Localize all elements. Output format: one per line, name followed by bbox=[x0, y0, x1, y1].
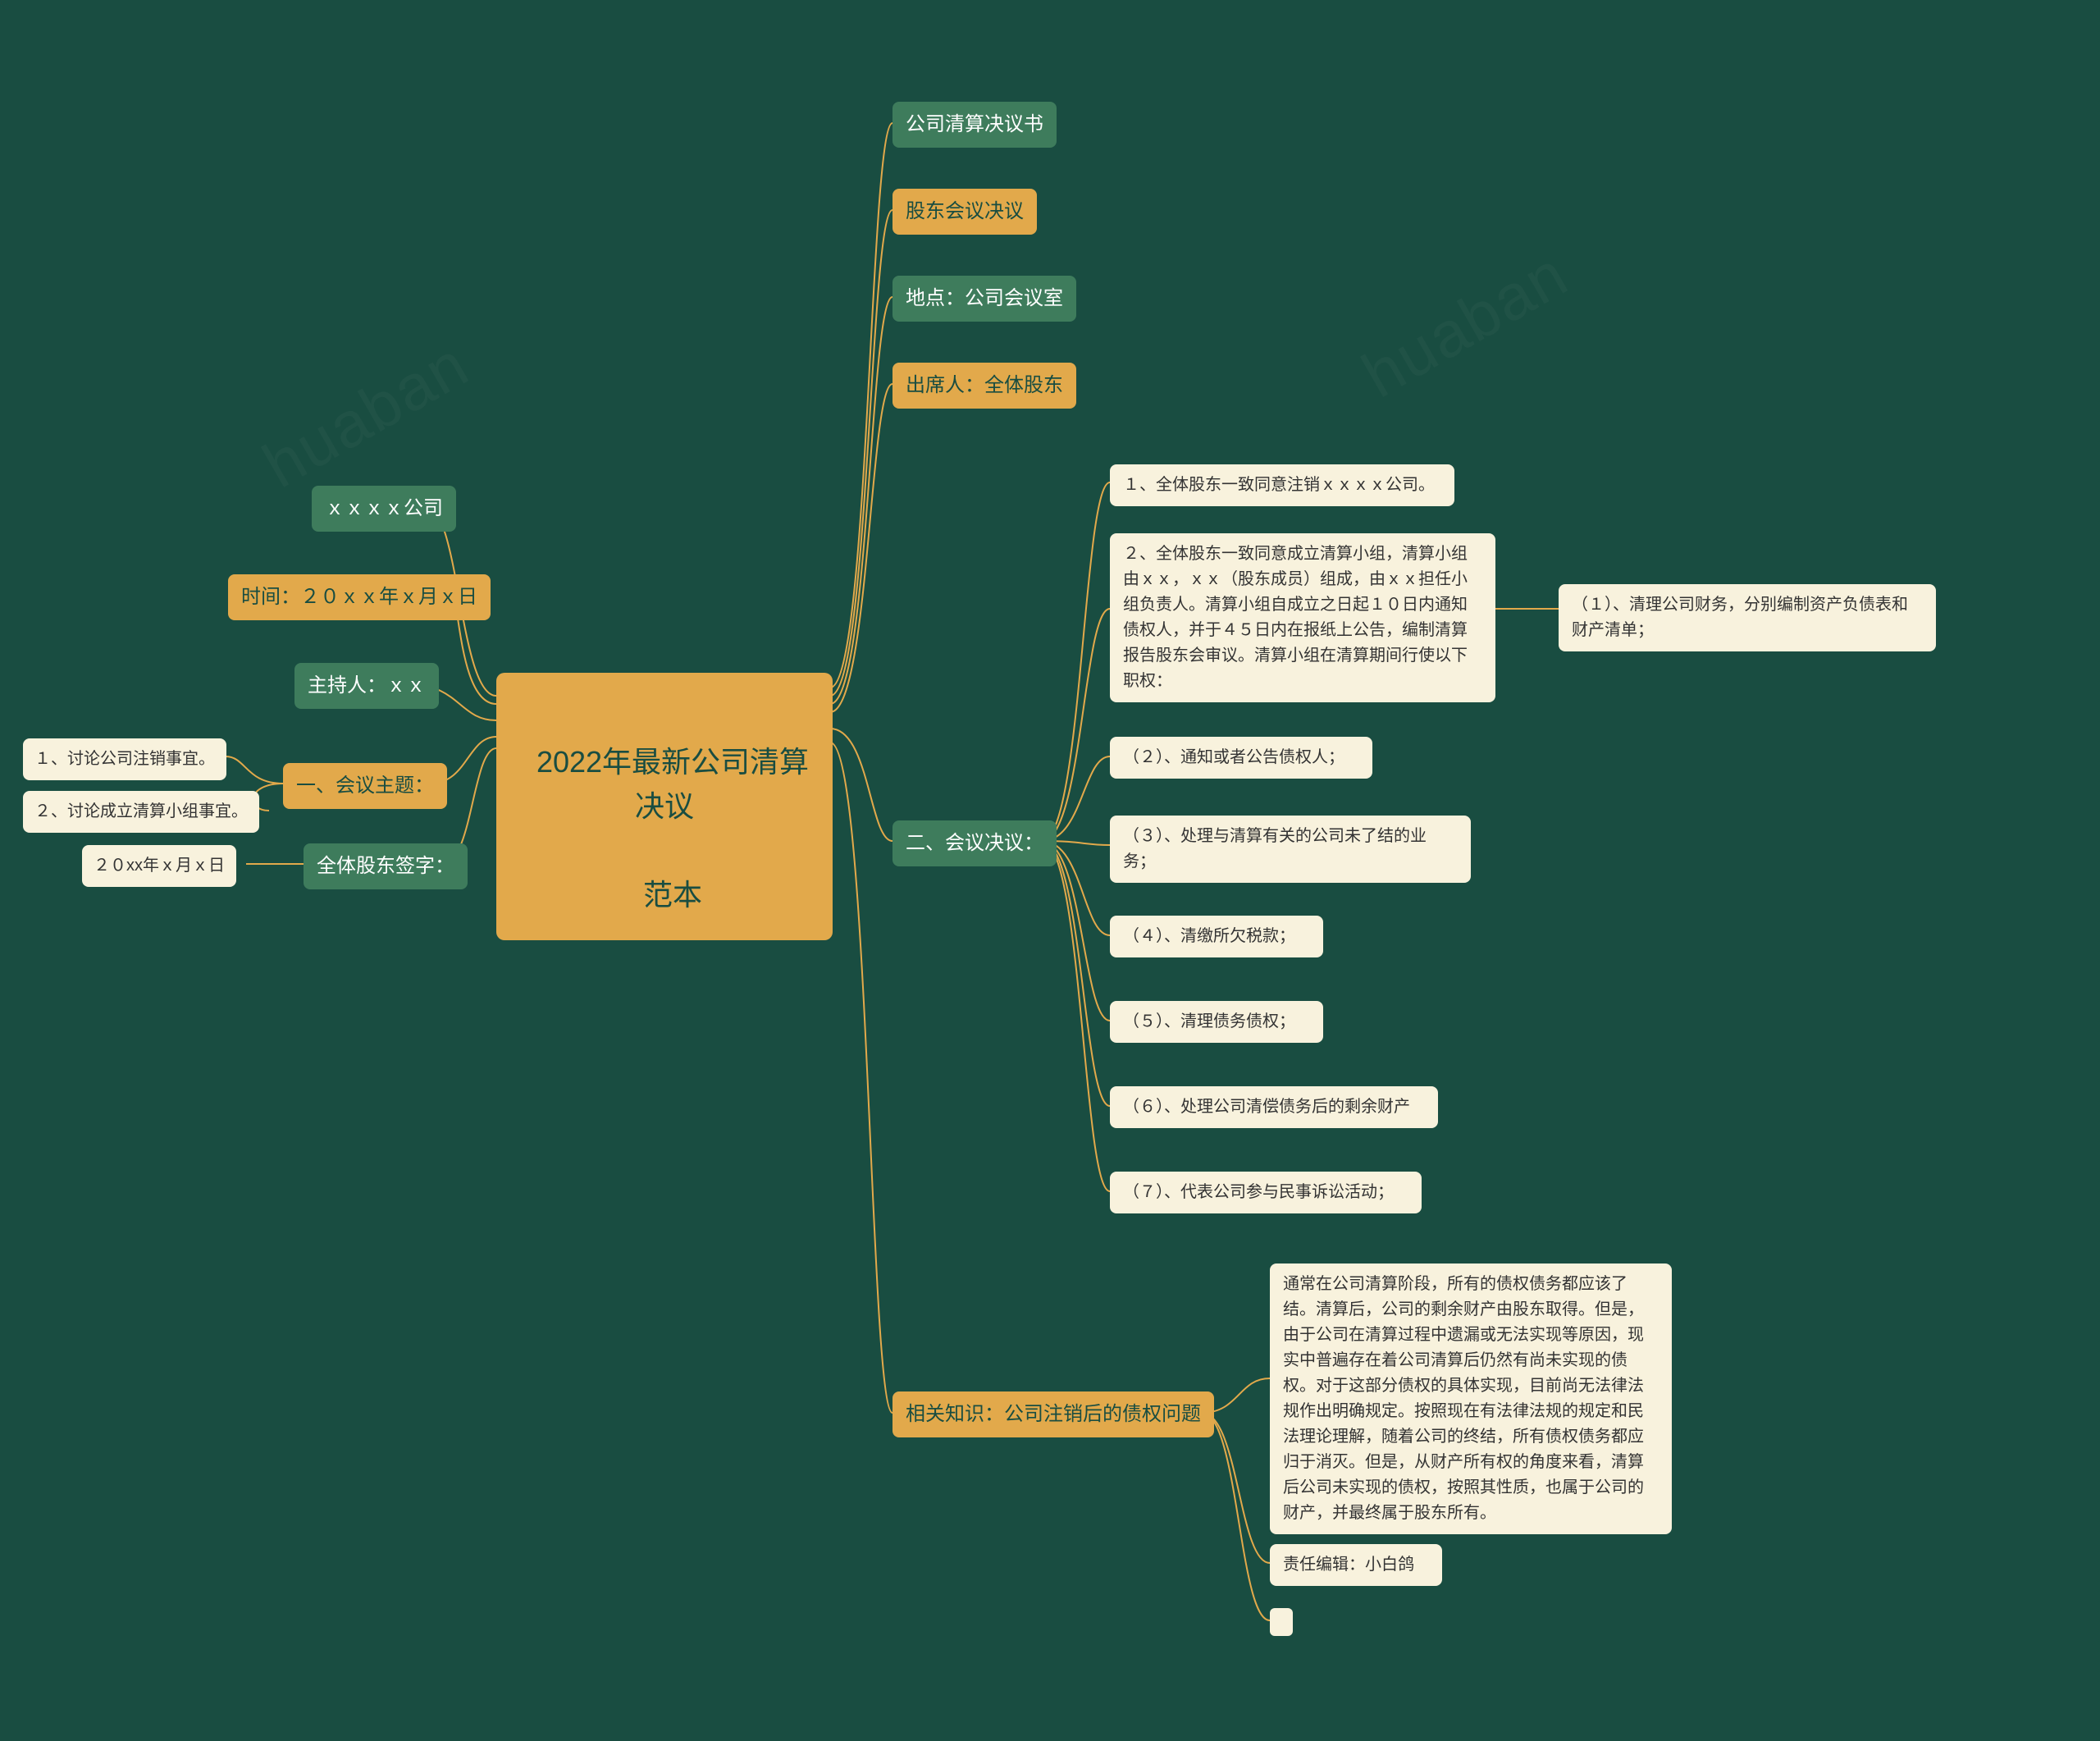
knowledge-empty-leaf bbox=[1270, 1608, 1293, 1636]
resolution-item-6[interactable]: （５）、清理债务债权； bbox=[1110, 1001, 1323, 1043]
left-topic-item-1[interactable]: １、讨论公司注销事宜。 bbox=[23, 738, 226, 780]
resolution-item-5[interactable]: （４）、清缴所欠税款； bbox=[1110, 916, 1323, 957]
watermark-right-top: huaban bbox=[1349, 236, 1580, 413]
resolution-item-1[interactable]: １、全体股东一致同意注销ｘｘｘｘ公司。 bbox=[1110, 464, 1454, 506]
root-title-line2: 范本 bbox=[643, 878, 702, 912]
resolution-item-7[interactable]: （６）、处理公司清偿债务后的剩余财产 bbox=[1110, 1086, 1438, 1128]
resolution-title[interactable]: 二、会议决议： bbox=[892, 820, 1057, 866]
left-sign-label[interactable]: 全体股东签字： bbox=[304, 843, 468, 889]
right-top-1[interactable]: 公司清算决议书 bbox=[892, 102, 1057, 148]
left-host[interactable]: 主持人：ｘｘ bbox=[294, 663, 439, 709]
knowledge-title[interactable]: 相关知识：公司注销后的债权问题 bbox=[892, 1391, 1214, 1437]
left-topic-title[interactable]: 一、会议主题： bbox=[283, 763, 447, 809]
left-time[interactable]: 时间：２０ｘｘ年ｘ月ｘ日 bbox=[228, 574, 491, 620]
resolution-item-8[interactable]: （７）、代表公司参与民事诉讼活动； bbox=[1110, 1172, 1422, 1213]
knowledge-body[interactable]: 通常在公司清算阶段，所有的债权债务都应该了结。清算后，公司的剩余财产由股东取得。… bbox=[1270, 1263, 1672, 1534]
left-company[interactable]: ｘｘｘｘ公司 bbox=[312, 486, 456, 532]
right-top-4[interactable]: 出席人：全体股东 bbox=[892, 363, 1076, 409]
left-sign-date[interactable]: ２０xx年ｘ月ｘ日 bbox=[82, 845, 236, 887]
resolution-subnote[interactable]: （１）、清理公司财务，分别编制资产负债表和财产清单； bbox=[1559, 584, 1936, 651]
left-topic-item-2[interactable]: ２、讨论成立清算小组事宜。 bbox=[23, 791, 259, 833]
watermark-left: huaban bbox=[250, 327, 481, 503]
resolution-item-4[interactable]: （３）、处理与清算有关的公司未了结的业务； bbox=[1110, 816, 1471, 883]
right-top-2[interactable]: 股东会议决议 bbox=[892, 189, 1037, 235]
root-node[interactable]: 2022年最新公司清算决议 范本 bbox=[496, 673, 833, 940]
knowledge-editor[interactable]: 责任编辑：小白鸽 bbox=[1270, 1544, 1442, 1586]
root-title-line1: 2022年最新公司清算决议 bbox=[536, 745, 809, 823]
resolution-item-3[interactable]: （２）、通知或者公告债权人； bbox=[1110, 737, 1372, 779]
resolution-item-2[interactable]: ２、全体股东一致同意成立清算小组，清算小组由ｘｘ，ｘｘ（股东成员）组成，由ｘｘ担… bbox=[1110, 533, 1495, 702]
right-top-3[interactable]: 地点：公司会议室 bbox=[892, 276, 1076, 322]
